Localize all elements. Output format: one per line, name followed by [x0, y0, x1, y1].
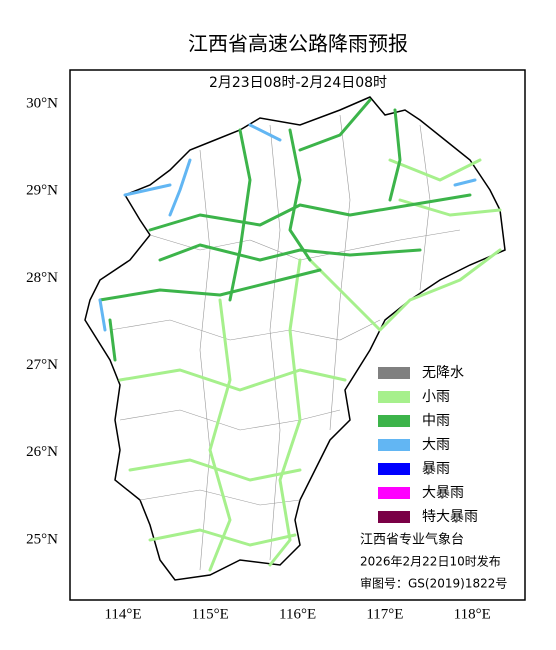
latitude-label: 26°N [26, 444, 58, 460]
longitude-labels: 114°E 115°E 116°E 117°E 118°E [104, 606, 490, 622]
latitude-label: 28°N [26, 270, 58, 286]
subtitle: 2月23日08时-2月24日08时 [209, 75, 387, 91]
province-outline [84, 96, 506, 581]
issuer: 江西省专业气象台 [360, 532, 464, 548]
legend-label: 特大暴雨 [422, 509, 478, 525]
longitude-label: 115°E [192, 606, 229, 622]
longitude-label: 118°E [454, 606, 491, 622]
latitude-label: 29°N [26, 183, 58, 199]
issue-time: 2026年2月22日10时发布 [360, 554, 501, 569]
legend-swatch [378, 415, 410, 427]
roads [98, 98, 502, 572]
legend-label: 中雨 [422, 413, 450, 429]
map-frame [69, 69, 526, 601]
legend-label: 无降水 [422, 365, 464, 381]
latitude-label: 25°N [26, 531, 58, 547]
legend-swatch [378, 391, 410, 403]
title: 江西省高速公路降雨预报 [188, 32, 408, 56]
legend-swatch [378, 487, 410, 499]
latitude-labels: 30°N 29°N 28°N 27°N 26°N 25°N [26, 95, 58, 547]
longitude-label: 116°E [279, 606, 316, 622]
latitude-label: 27°N [26, 357, 58, 373]
legend-swatch [378, 463, 410, 475]
legend-swatch [378, 511, 410, 523]
approval-number: 审图号：GS(2019)1822号 [360, 576, 507, 591]
legend-swatch [378, 367, 410, 379]
legend-label: 大暴雨 [422, 485, 464, 501]
legend-label: 暴雨 [422, 461, 450, 477]
legend-label: 大雨 [422, 437, 450, 453]
longitude-label: 117°E [366, 606, 403, 622]
longitude-label: 114°E [104, 606, 141, 622]
legend-swatch [378, 439, 410, 451]
latitude-label: 30°N [26, 95, 58, 111]
legend-label: 小雨 [422, 389, 450, 405]
